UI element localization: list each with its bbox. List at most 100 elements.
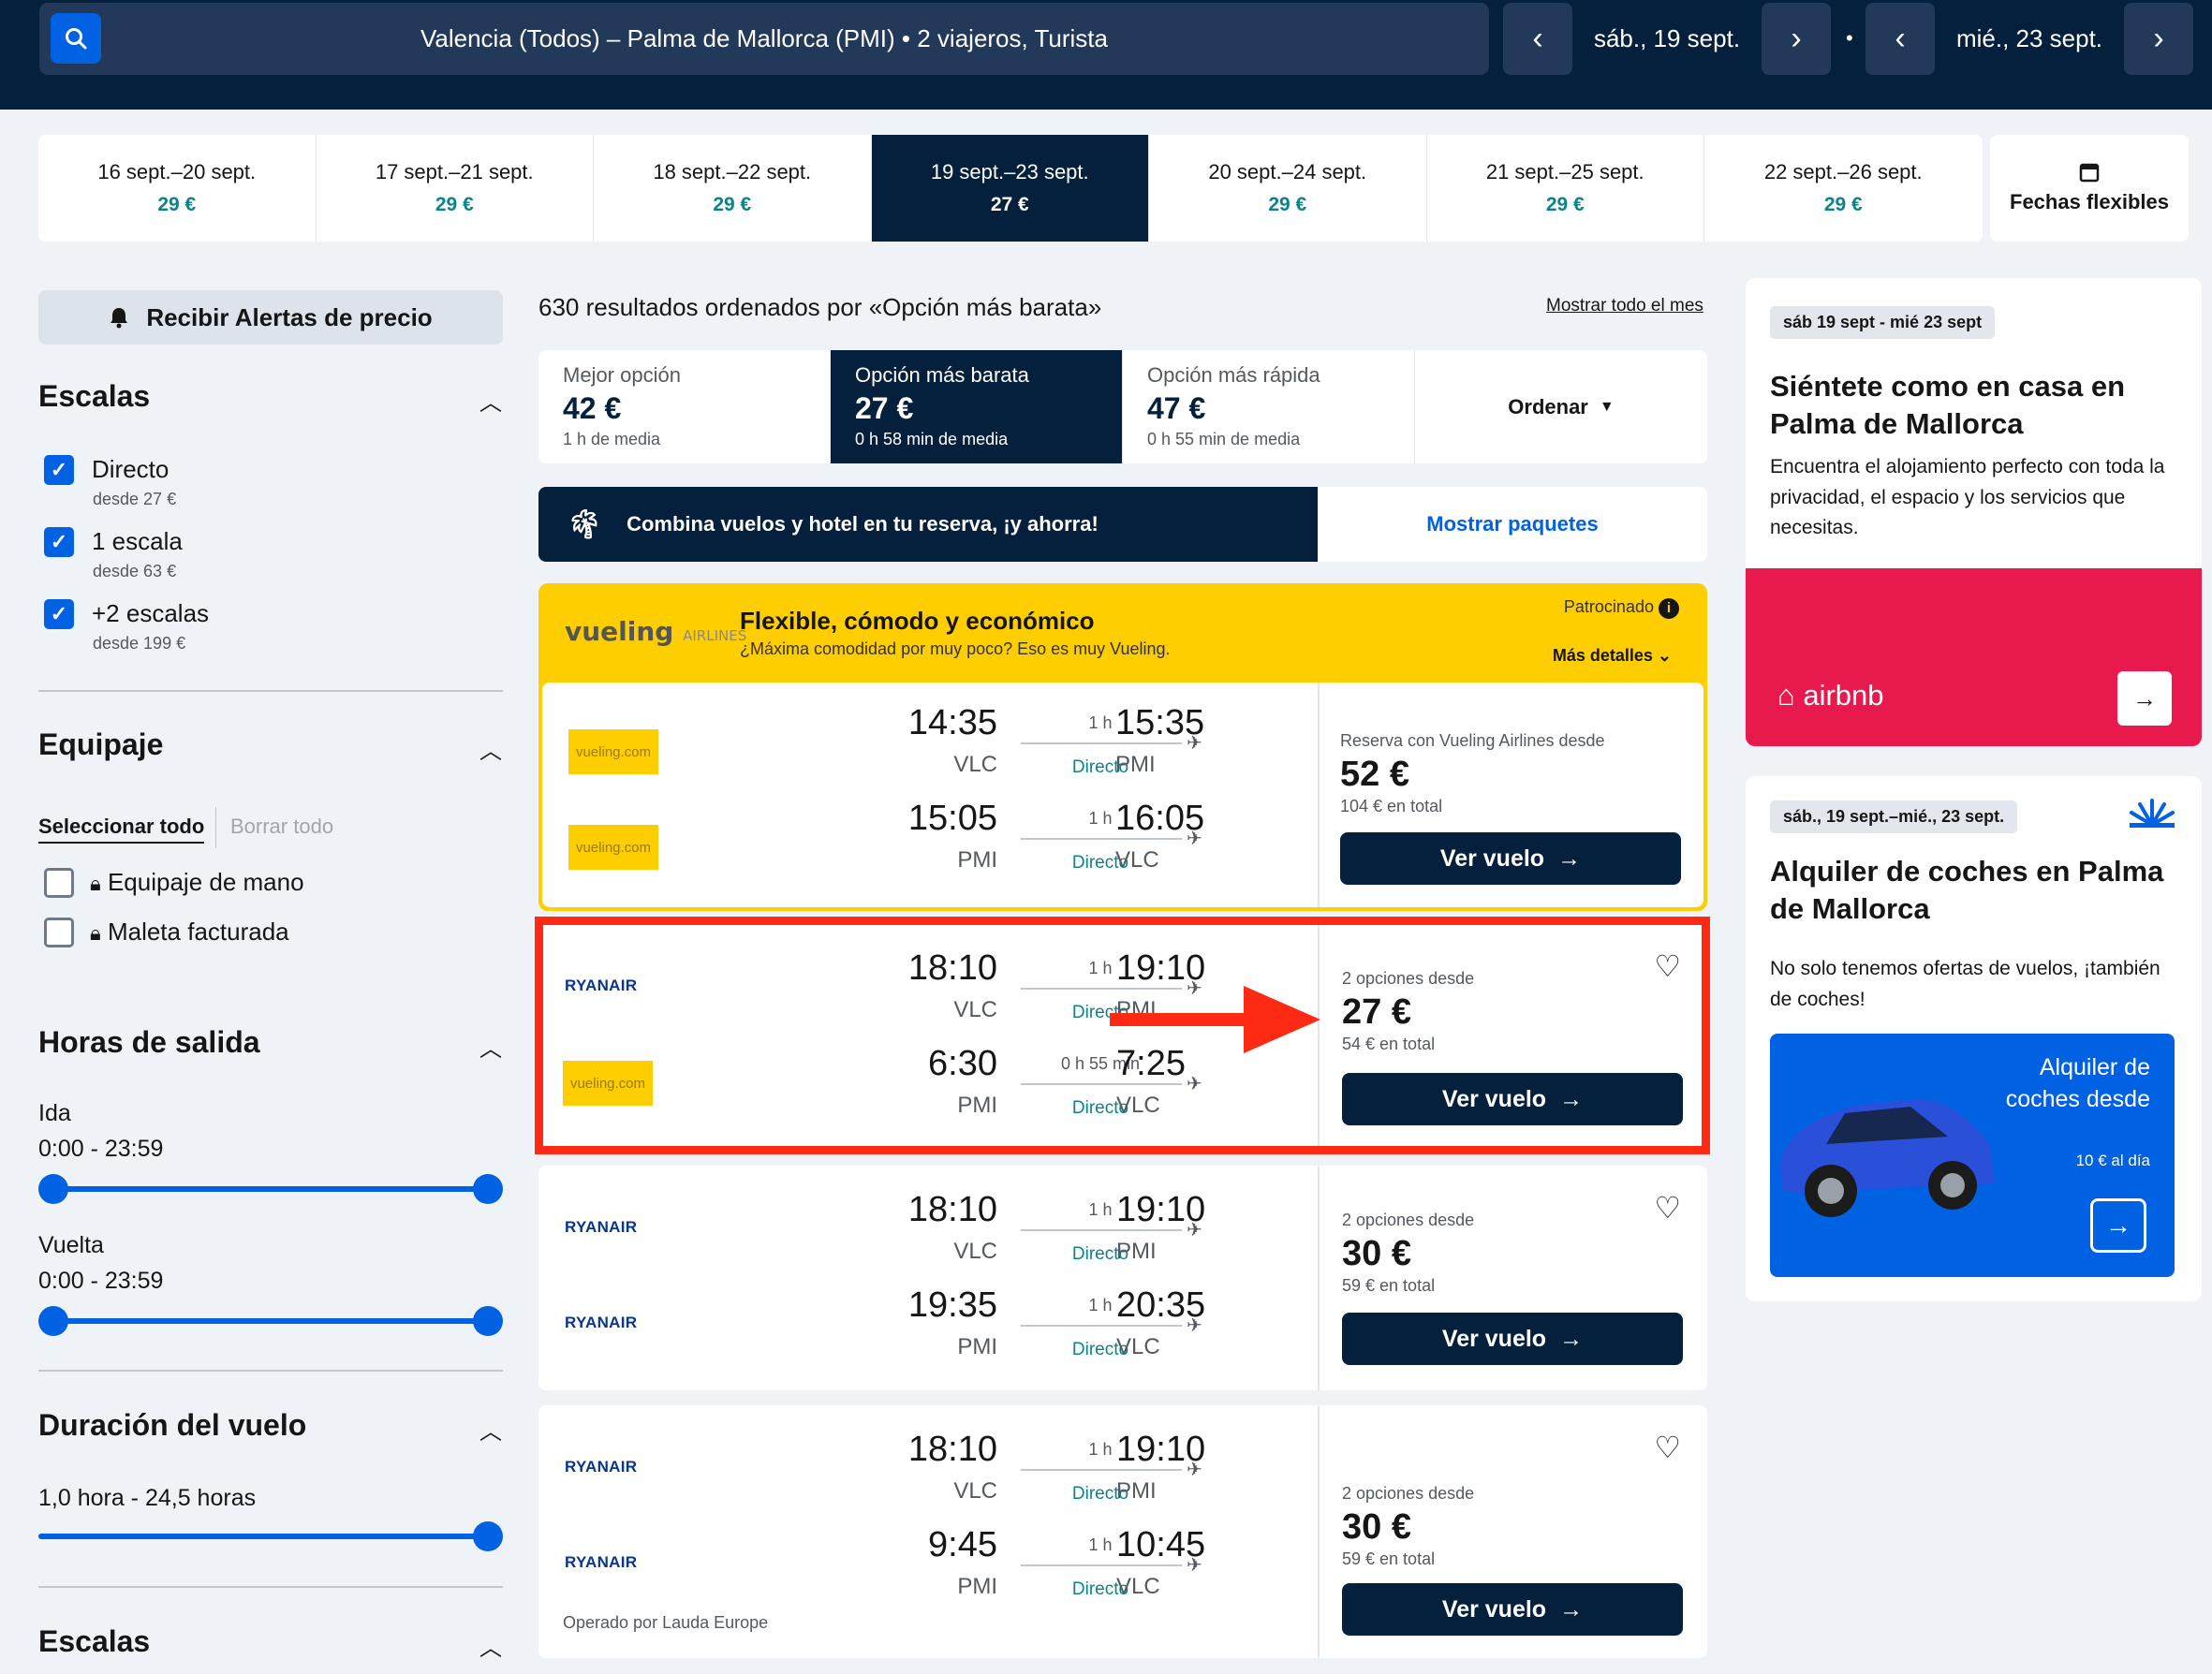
- select-all-link[interactable]: Seleccionar todo: [38, 815, 205, 844]
- stops-two-plus-checkbox[interactable]: ✓: [44, 599, 74, 629]
- heart-icon[interactable]: ♡: [1654, 949, 1681, 983]
- outbound-slider-max-handle[interactable]: [473, 1174, 503, 1204]
- checked-bag-checkbox[interactable]: [44, 918, 74, 947]
- heart-icon[interactable]: ♡: [1654, 1191, 1681, 1225]
- search-button[interactable]: [51, 13, 101, 64]
- chevron-up-icon[interactable]: ︿: [479, 1636, 502, 1661]
- sort-tab-fastest[interactable]: Opción más rápida 47 € 0 h 55 min de med…: [1123, 350, 1415, 463]
- date-option[interactable]: 22 sept.–26 sept. 29 €: [1704, 135, 1983, 242]
- arrow-right-icon: →: [1557, 844, 1582, 872]
- chevron-up-icon[interactable]: ︿: [479, 1036, 502, 1062]
- outbound-slider-min-handle[interactable]: [38, 1174, 68, 1204]
- caret-down-icon: ▼: [1599, 398, 1615, 415]
- return-slider-track[interactable]: [53, 1318, 488, 1324]
- sort-tab-sub: 1 h de media: [563, 430, 661, 448]
- leg-dep-time: 18:10: [907, 1190, 997, 1229]
- sort-order-dropdown[interactable]: Ordenar ▼: [1415, 350, 1707, 463]
- leg-duration: 1 h: [1088, 1200, 1113, 1219]
- more-details-button[interactable]: Más detalles ⌄: [1552, 646, 1672, 665]
- leg-dep-airport: PMI: [957, 1093, 997, 1118]
- sort-tab-price: 27 €: [855, 391, 914, 425]
- chevron-up-icon[interactable]: ︿: [479, 739, 502, 764]
- date-price: 29 €: [1823, 194, 1863, 215]
- leg-dep-airport: VLC: [953, 1239, 997, 1264]
- card-divider: [1318, 683, 1320, 907]
- return-slider-max-handle[interactable]: [473, 1306, 503, 1336]
- flexible-dates-button[interactable]: Fechas flexibles: [1990, 135, 2189, 242]
- return-slider-min-handle[interactable]: [38, 1306, 68, 1336]
- plane-icon: ✈︎: [1187, 1460, 1202, 1480]
- depart-prev-button[interactable]: ‹: [1503, 3, 1572, 75]
- depart-next-button[interactable]: ›: [1762, 3, 1831, 75]
- flight-card[interactable]: RYANAIR 18:10 VLC 1 h ✈︎ Directo 19:10 P…: [538, 920, 1707, 1151]
- stops-one-checkbox[interactable]: ✓: [44, 527, 74, 557]
- chevron-up-icon[interactable]: ︿: [479, 390, 502, 416]
- route-line: [1021, 1564, 1182, 1566]
- search-summary-box[interactable]: Valencia (Todos) – Palma de Mallorca (PM…: [39, 3, 1489, 75]
- car-rental-ad[interactable]: sáb., 19 sept.–mié., 23 sept. Alquiler d…: [1746, 776, 2202, 1301]
- show-month-link[interactable]: Mostrar todo el mes: [1546, 296, 1703, 316]
- price-alert-button[interactable]: Recibir Alertas de precio: [38, 290, 503, 345]
- leg-dep-time: 14:35: [907, 703, 997, 742]
- price-from: 2 opciones desde: [1342, 1484, 1475, 1503]
- chevron-left-icon: ‹: [1895, 21, 1906, 56]
- duration-slider-track[interactable]: [38, 1534, 488, 1539]
- leg-arr-time: 19:10: [1116, 1430, 1206, 1469]
- date-option[interactable]: 20 sept.–24 sept. 29 €: [1149, 135, 1427, 242]
- cabin-bag-checkbox[interactable]: [44, 868, 74, 898]
- sponsored-result: vueling AIRLINES Flexible, cómodo y econ…: [538, 583, 1707, 911]
- date-option-selected[interactable]: 19 sept.–23 sept. 27 €: [871, 135, 1149, 242]
- date-option[interactable]: 17 sept.–21 sept. 29 €: [317, 135, 594, 242]
- view-flight-button[interactable]: Ver vuelo →: [1342, 1313, 1683, 1365]
- date-price-strip: 16 sept.–20 sept. 29 € 17 sept.–21 sept. 2…: [38, 135, 1983, 242]
- return-next-button[interactable]: ›: [2124, 3, 2193, 75]
- clear-all-link[interactable]: Borrar todo: [230, 815, 334, 838]
- annotation-arrow-shaft: [1110, 1013, 1246, 1026]
- sort-tabs: Mejor opción 42 € 1 h de media Opción má…: [538, 350, 1707, 463]
- stops-direct-label: Directo: [92, 455, 170, 483]
- stops-two-plus-price: desde 199 €: [93, 634, 186, 653]
- leg-arr-time: 10:45: [1116, 1525, 1206, 1564]
- depart-date[interactable]: sáb., 19 sept.: [1593, 24, 1741, 52]
- duration-slider-handle[interactable]: [473, 1521, 503, 1551]
- sort-tab-best[interactable]: Mejor opción 42 € 1 h de media: [538, 350, 831, 463]
- return-prev-button[interactable]: ‹: [1865, 3, 1935, 75]
- airbnb-ad[interactable]: sáb 19 sept - mié 23 sept Siéntete como …: [1746, 278, 2202, 746]
- leg-arr-airport: PMI: [1116, 1478, 1157, 1504]
- view-flight-button[interactable]: Ver vuelo →: [1342, 1073, 1683, 1125]
- cabin-bag-label: Equipaje de mano: [107, 868, 304, 896]
- sort-tab-cheapest[interactable]: Opción más barata 27 € 0 h 58 min de med…: [831, 350, 1123, 463]
- chevron-up-icon[interactable]: ︿: [479, 1419, 502, 1445]
- airline-logo: RYANAIR: [565, 1458, 638, 1476]
- date-range: 16 sept.–20 sept.: [97, 160, 257, 184]
- leg-arr-time: 19:10: [1116, 948, 1206, 988]
- flight-card-sponsored[interactable]: vueling.com 14:35 VLC 1 h ✈︎ Directo 15:…: [542, 683, 1703, 907]
- show-packages-link[interactable]: Mostrar paquetes: [1426, 512, 1599, 536]
- airline-logo: RYANAIR: [565, 976, 638, 994]
- flight-card[interactable]: RYANAIR 18:10 VLC 1 h ✈︎ Directo 19:10 P…: [538, 1166, 1707, 1390]
- car-arrow-button[interactable]: →: [2090, 1198, 2146, 1253]
- chevron-right-icon: ›: [2153, 21, 2164, 56]
- leg-dep-airport: VLC: [953, 752, 997, 777]
- airbnb-arrow-button[interactable]: →: [2117, 671, 2172, 726]
- heart-icon[interactable]: ♡: [1654, 1431, 1681, 1464]
- date-option[interactable]: 21 sept.–25 sept. 29 €: [1427, 135, 1704, 242]
- results-count: 630 resultados ordenados por «Opción más…: [538, 293, 1102, 321]
- duration-range: 1,0 hora - 24,5 horas: [38, 1485, 257, 1511]
- stops-direct-checkbox[interactable]: ✓: [44, 455, 74, 485]
- date-range: 22 sept.–26 sept.: [1763, 160, 1923, 184]
- view-flight-button[interactable]: Ver vuelo →: [1340, 832, 1681, 885]
- airbnb-logo: ⌂ airbnb: [1777, 679, 1884, 712]
- info-icon[interactable]: i: [1659, 598, 1679, 619]
- plane-icon: ✈︎: [1187, 733, 1202, 754]
- view-flight-button[interactable]: Ver vuelo →: [1342, 1583, 1683, 1636]
- outbound-slider-track[interactable]: [53, 1186, 488, 1192]
- date-option[interactable]: 18 sept.–22 sept. 29 €: [594, 135, 872, 242]
- return-date[interactable]: mié., 23 sept.: [1955, 24, 2103, 52]
- leg-stops: Directo: [1071, 757, 1129, 777]
- leg-duration: 0 h 55 min: [1060, 1054, 1141, 1073]
- flight-card[interactable]: RYANAIR 18:10 VLC 1 h ✈︎ Directo 19:10 P…: [538, 1405, 1707, 1658]
- divider: [38, 1370, 503, 1372]
- date-option[interactable]: 16 sept.–20 sept. 29 €: [38, 135, 317, 242]
- arrow-right-icon: →: [2105, 1211, 2131, 1240]
